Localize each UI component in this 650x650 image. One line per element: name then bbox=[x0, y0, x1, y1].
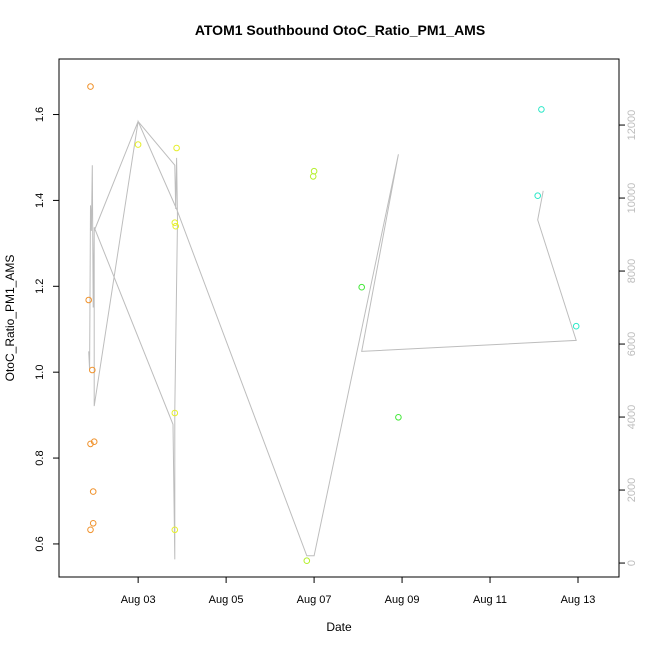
data-point bbox=[172, 222, 179, 230]
series-line bbox=[88, 119, 577, 560]
y-tick-label: 1.2 bbox=[34, 279, 46, 294]
data-point bbox=[538, 106, 545, 113]
data-point bbox=[87, 83, 94, 90]
data-point bbox=[395, 414, 402, 421]
data-point bbox=[171, 219, 179, 226]
data-point bbox=[87, 526, 94, 534]
data-point bbox=[171, 409, 179, 417]
data-point bbox=[90, 438, 98, 446]
right-y-tick-label: 8000 bbox=[626, 259, 638, 283]
right-y-tick-label: 2000 bbox=[626, 478, 638, 502]
data-point bbox=[134, 141, 142, 148]
data-point bbox=[173, 144, 180, 152]
x-tick-label: Aug 07 bbox=[297, 594, 332, 606]
chart-title: ATOM1 Southbound OtoC_Ratio_PM1_AMS bbox=[195, 22, 485, 38]
data-point bbox=[303, 557, 311, 565]
x-tick-label: Aug 13 bbox=[561, 594, 596, 606]
data-point bbox=[310, 167, 318, 175]
x-tick-label: Aug 05 bbox=[209, 594, 244, 606]
data-point bbox=[534, 192, 542, 199]
x-axis: Aug 03 Aug 05 Aug 07 Aug 09 Aug 11 Aug 13 bbox=[121, 577, 596, 606]
right-y-tick-label: 6000 bbox=[626, 332, 638, 356]
right-y-tick-label: 0 bbox=[626, 560, 638, 566]
plot-frame bbox=[58, 58, 620, 578]
x-tick-label: Aug 11 bbox=[473, 594, 507, 606]
data-point bbox=[85, 296, 92, 304]
right-y-tick-label: 10000 bbox=[626, 183, 638, 214]
data-point bbox=[309, 173, 317, 180]
scatter-points bbox=[85, 83, 580, 565]
y-tick-label: 0.8 bbox=[34, 450, 46, 465]
data-point bbox=[358, 283, 366, 291]
right-y-tick-label: 4000 bbox=[626, 405, 638, 429]
x-axis-label: Date bbox=[326, 620, 352, 634]
right-axis-series bbox=[88, 119, 577, 560]
x-tick-label: Aug 09 bbox=[385, 594, 420, 606]
data-point bbox=[89, 520, 97, 527]
y-axis-label: OtoC_Ratio_PM1_AMS bbox=[3, 255, 17, 382]
y-tick-label: 1.6 bbox=[34, 107, 46, 122]
data-point bbox=[89, 366, 96, 374]
y-tick-label: 1.0 bbox=[34, 365, 46, 380]
data-point bbox=[89, 488, 97, 495]
y-tick-label: 1.4 bbox=[34, 193, 46, 208]
right-y-tick-label: 12000 bbox=[626, 110, 638, 141]
y-tick-label: 0.6 bbox=[34, 536, 46, 551]
data-point bbox=[572, 322, 580, 330]
y-axis: 0.6 0.8 1.0 1.2 1.4 1.6 bbox=[34, 107, 59, 552]
data-point bbox=[171, 526, 179, 534]
x-tick-label: Aug 03 bbox=[121, 594, 156, 606]
right-y-axis: 0 2000 4000 6000 8000 10000 12000 bbox=[619, 110, 638, 566]
